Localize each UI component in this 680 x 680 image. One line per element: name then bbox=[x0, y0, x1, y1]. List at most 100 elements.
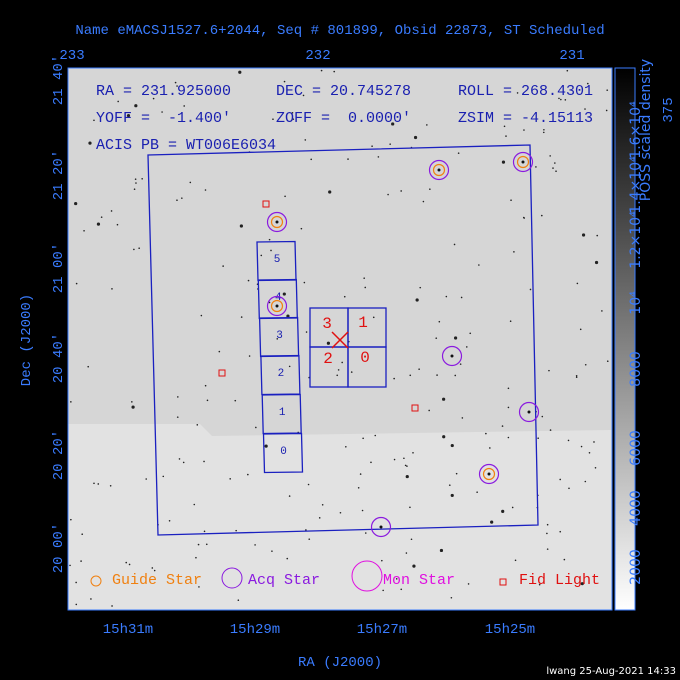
star-dot bbox=[549, 155, 551, 157]
star-dot bbox=[457, 152, 460, 154]
star-dot bbox=[178, 458, 181, 460]
star-dot bbox=[195, 556, 197, 559]
star-dot bbox=[395, 578, 398, 580]
star-dot bbox=[276, 338, 279, 340]
star-dot bbox=[588, 452, 591, 454]
guide-star bbox=[482, 467, 496, 481]
star-dot bbox=[552, 167, 554, 169]
star-dot bbox=[523, 217, 526, 219]
star-dot bbox=[96, 222, 101, 226]
star-dot bbox=[193, 503, 196, 506]
star-dot bbox=[478, 264, 480, 266]
s-chip-label: 3 bbox=[276, 330, 283, 342]
star-dot bbox=[131, 405, 135, 409]
star-dot bbox=[540, 214, 543, 217]
acq-star bbox=[266, 295, 288, 317]
star-dot bbox=[566, 69, 569, 72]
star-dot bbox=[413, 135, 418, 140]
footer: lwang 25-Aug-2021 14:33 bbox=[546, 666, 676, 677]
star-dot bbox=[161, 111, 163, 113]
star-dot bbox=[514, 559, 517, 562]
star-dot bbox=[405, 474, 409, 479]
star-dot bbox=[387, 193, 389, 196]
star-dot bbox=[70, 401, 72, 403]
acq-star bbox=[518, 401, 540, 423]
left-tick-label: 20 20' bbox=[51, 430, 67, 480]
star-dot bbox=[409, 506, 411, 509]
star-dot bbox=[255, 426, 257, 429]
star-core bbox=[527, 410, 531, 414]
star-dot bbox=[282, 292, 286, 296]
star-dot bbox=[240, 316, 243, 318]
star-dot bbox=[74, 201, 78, 206]
star-dot bbox=[606, 360, 609, 363]
star-dot bbox=[560, 98, 562, 101]
star-dot bbox=[109, 485, 112, 487]
star-dot bbox=[568, 487, 570, 490]
colorbar-tick-label: 1.2×10⁴ bbox=[628, 211, 644, 269]
bottom-tick-label: 15h31m bbox=[103, 622, 153, 638]
star-dot bbox=[292, 118, 295, 120]
star-dot bbox=[350, 371, 353, 373]
i-chip-label: 1 bbox=[358, 314, 368, 332]
star-dot bbox=[328, 190, 332, 194]
plot-frame bbox=[67, 67, 613, 611]
star-dot bbox=[439, 548, 444, 553]
star-dot bbox=[83, 229, 85, 232]
star-dot bbox=[559, 530, 562, 533]
star-dot bbox=[426, 124, 428, 126]
star-dot bbox=[128, 563, 131, 566]
star-dot bbox=[542, 131, 545, 134]
star-dot bbox=[605, 109, 608, 112]
star-dot bbox=[111, 605, 113, 607]
star-dot bbox=[586, 82, 589, 85]
star-dot bbox=[152, 97, 155, 100]
star-dot bbox=[507, 387, 510, 390]
star-dot bbox=[596, 234, 599, 237]
left-tick-label: 21 20' bbox=[51, 150, 67, 200]
bottom-tick-label: 15h29m bbox=[230, 622, 280, 638]
left-tick-label: 20 00' bbox=[51, 523, 67, 573]
star-dot bbox=[575, 376, 578, 378]
star-dot bbox=[268, 238, 271, 241]
star-dot bbox=[205, 543, 208, 546]
star-dot bbox=[229, 478, 231, 480]
legend-label: Fid Light bbox=[519, 572, 600, 589]
legend-guide bbox=[90, 575, 102, 587]
star-dot bbox=[291, 111, 294, 114]
star-dot bbox=[270, 249, 272, 252]
star-dot bbox=[204, 189, 207, 191]
star-dot bbox=[117, 100, 119, 103]
star-dot bbox=[505, 135, 507, 137]
star-dot bbox=[382, 589, 384, 592]
star-dot bbox=[203, 460, 205, 463]
star-dot bbox=[264, 444, 268, 448]
star-dot bbox=[305, 331, 308, 333]
left-tick-label: 21 40' bbox=[51, 55, 67, 105]
star-core bbox=[379, 525, 383, 529]
star-dot bbox=[374, 434, 377, 437]
star-dot bbox=[326, 341, 331, 345]
star-dot bbox=[389, 143, 391, 145]
star-dot bbox=[222, 265, 224, 267]
i-chip-label: 3 bbox=[322, 315, 332, 333]
star-dot bbox=[509, 320, 512, 323]
acis-chips bbox=[309, 307, 387, 388]
star-dot bbox=[435, 337, 438, 339]
left-tick-label: 21 00' bbox=[51, 243, 67, 293]
star-dot bbox=[490, 520, 494, 524]
star-dot bbox=[429, 188, 431, 190]
star-dot bbox=[304, 139, 307, 141]
star-dot bbox=[606, 89, 609, 91]
s-chip-label: 4 bbox=[275, 292, 282, 304]
star-dot bbox=[100, 216, 103, 218]
star-dot bbox=[559, 478, 561, 481]
colorbar-extra: 375 bbox=[661, 97, 677, 122]
star-dot bbox=[529, 288, 532, 291]
star-dot bbox=[247, 279, 250, 282]
star-dot bbox=[372, 316, 375, 319]
star-dot bbox=[428, 409, 430, 412]
sky-patch bbox=[68, 424, 612, 610]
star-dot bbox=[377, 156, 380, 158]
title: Name eMACSJ1527.6+2044, Seq # 801899, Ob… bbox=[75, 23, 604, 39]
